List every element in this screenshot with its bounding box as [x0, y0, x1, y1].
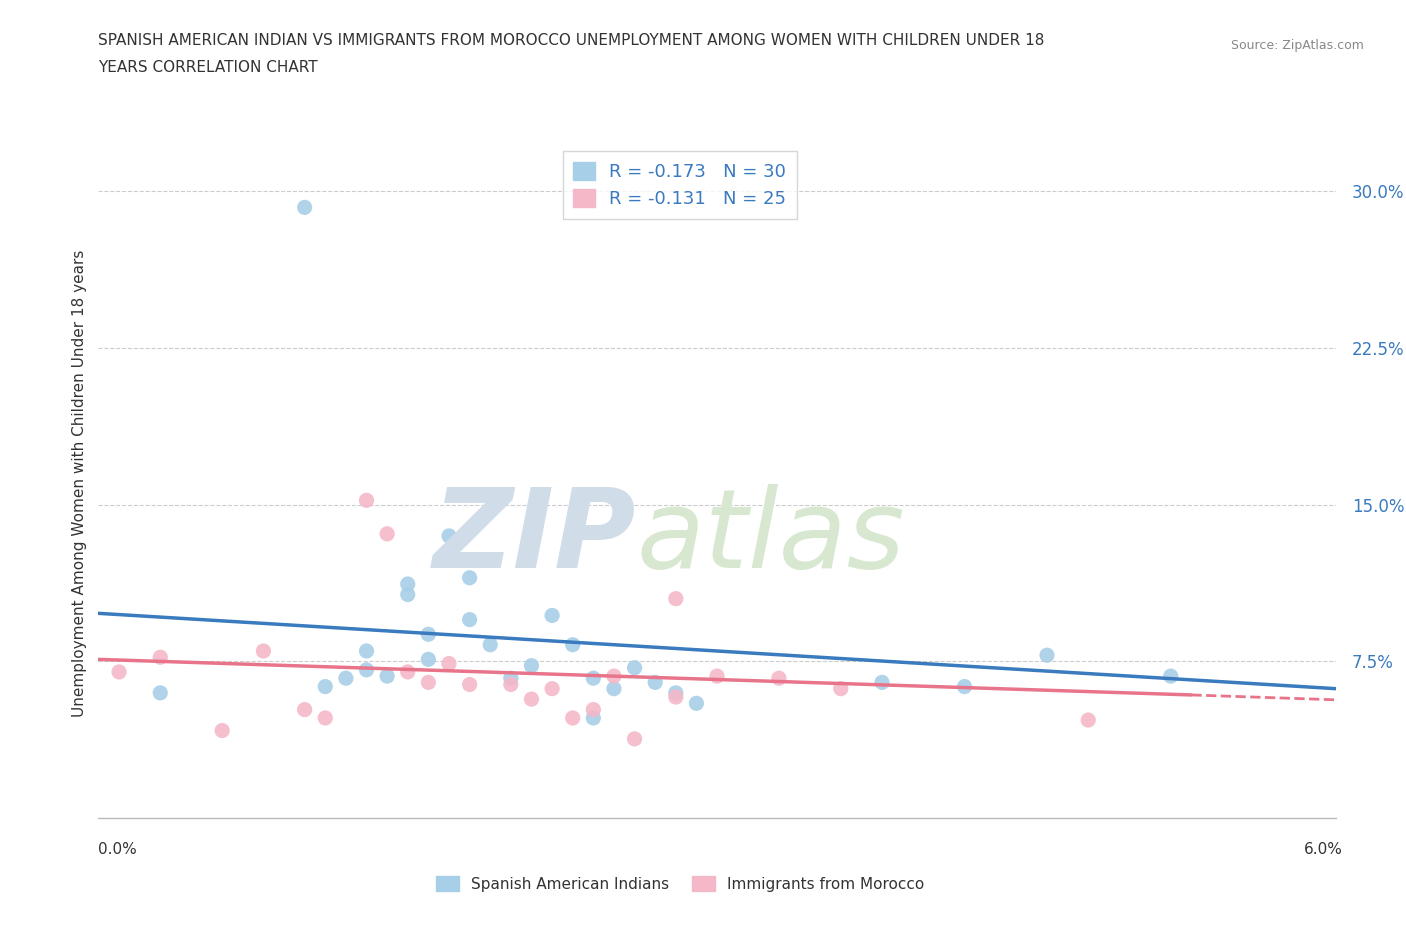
Point: [252, 644, 274, 658]
Point: [706, 669, 728, 684]
Point: [520, 692, 543, 707]
Point: [603, 681, 626, 696]
Point: [418, 675, 440, 690]
Point: [418, 652, 440, 667]
Point: [294, 702, 316, 717]
Point: [149, 650, 172, 665]
Point: [603, 669, 626, 684]
Point: [294, 200, 316, 215]
Point: [437, 528, 460, 543]
Point: [396, 664, 419, 679]
Point: [1160, 669, 1182, 684]
Point: [396, 577, 419, 591]
Point: [499, 677, 522, 692]
Point: [108, 664, 131, 679]
Point: [458, 612, 481, 627]
Point: [582, 671, 605, 685]
Point: [458, 570, 481, 585]
Point: [314, 711, 336, 725]
Text: atlas: atlas: [637, 484, 905, 591]
Point: [499, 671, 522, 685]
Point: [149, 685, 172, 700]
Point: [356, 662, 378, 677]
Point: [541, 681, 564, 696]
Point: [623, 660, 645, 675]
Y-axis label: Unemployment Among Women with Children Under 18 years: Unemployment Among Women with Children U…: [72, 250, 87, 717]
Text: Source: ZipAtlas.com: Source: ZipAtlas.com: [1230, 39, 1364, 52]
Point: [314, 679, 336, 694]
Point: [418, 627, 440, 642]
Point: [1077, 712, 1099, 727]
Point: [582, 711, 605, 725]
Point: [211, 724, 233, 738]
Point: [953, 679, 976, 694]
Text: 6.0%: 6.0%: [1303, 842, 1343, 857]
Point: [644, 675, 666, 690]
Text: SPANISH AMERICAN INDIAN VS IMMIGRANTS FROM MOROCCO UNEMPLOYMENT AMONG WOMEN WITH: SPANISH AMERICAN INDIAN VS IMMIGRANTS FR…: [98, 33, 1045, 47]
Text: YEARS CORRELATION CHART: YEARS CORRELATION CHART: [98, 60, 318, 75]
Point: [356, 644, 378, 658]
Point: [335, 671, 357, 685]
Point: [665, 685, 688, 700]
Point: [437, 657, 460, 671]
Point: [396, 587, 419, 602]
Point: [458, 677, 481, 692]
Point: [356, 493, 378, 508]
Point: [561, 637, 583, 652]
Point: [375, 669, 398, 684]
Point: [870, 675, 893, 690]
Point: [561, 711, 583, 725]
Point: [830, 681, 852, 696]
Legend: Spanish American Indians, Immigrants from Morocco: Spanish American Indians, Immigrants fro…: [430, 870, 931, 897]
Text: 0.0%: 0.0%: [98, 842, 138, 857]
Point: [623, 731, 645, 746]
Point: [520, 658, 543, 673]
Point: [665, 591, 688, 606]
Point: [479, 637, 502, 652]
Point: [375, 526, 398, 541]
Text: ZIP: ZIP: [433, 484, 637, 591]
Point: [665, 690, 688, 705]
Point: [768, 671, 790, 685]
Point: [685, 696, 707, 711]
Point: [1036, 648, 1059, 663]
Point: [582, 702, 605, 717]
Point: [541, 608, 564, 623]
